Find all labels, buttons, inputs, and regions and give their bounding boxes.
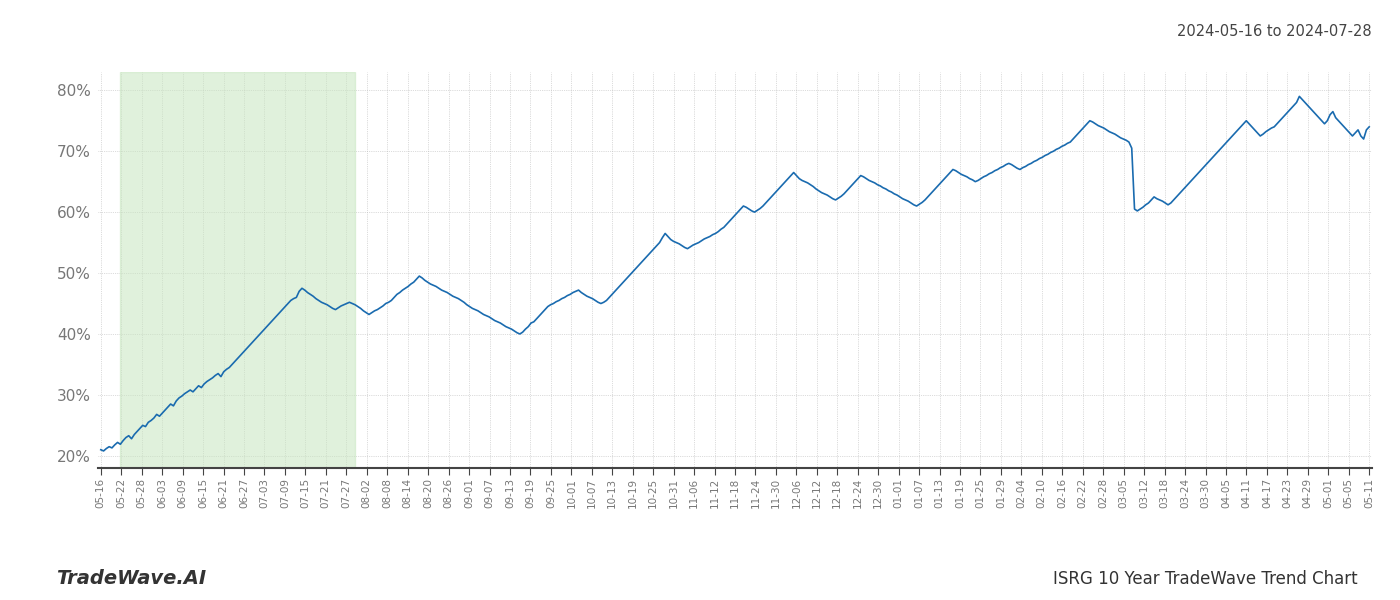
Text: ISRG 10 Year TradeWave Trend Chart: ISRG 10 Year TradeWave Trend Chart: [1053, 570, 1358, 588]
Text: TradeWave.AI: TradeWave.AI: [56, 569, 206, 588]
Bar: [120, 72, 356, 468]
Text: 2024-05-16 to 2024-07-28: 2024-05-16 to 2024-07-28: [1177, 24, 1372, 39]
